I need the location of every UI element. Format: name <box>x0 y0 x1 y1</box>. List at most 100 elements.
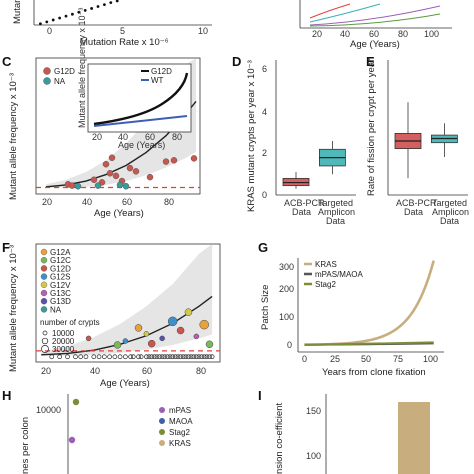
panel-c-label: C <box>2 54 12 69</box>
panel-a-xtick-5: 5 <box>120 26 125 36</box>
panel-h-point-stag2 <box>72 398 80 406</box>
panel-f-legend-marker-na <box>40 306 48 313</box>
panel-a-point <box>71 12 74 16</box>
panel-f-zero-point <box>83 354 89 360</box>
panel-f-xtick-20: 20 <box>41 366 51 376</box>
panel-f-point <box>184 308 193 316</box>
panel-c-xtick-40: 40 <box>82 197 92 207</box>
panel-h-legend-stag2-marker <box>159 429 165 435</box>
panel-f-point <box>122 338 129 344</box>
panel-d-category-acb: ACB-PCR Data <box>284 198 325 217</box>
panel-f-zero-points <box>49 354 215 360</box>
panel-f-xtick-60: 60 <box>142 366 152 376</box>
panel-f-legend-g12a: G12A <box>50 248 71 257</box>
panel-f-legend-marker-g12a <box>40 248 48 256</box>
panel-f-legend-marker-g12v <box>40 281 48 288</box>
panel-f-legend-g12s: G12S <box>50 273 70 282</box>
panel-f-legend-size-marker <box>41 337 49 345</box>
panel-a-ylabel: Mutant <box>12 0 23 24</box>
panel-f-zero-point <box>199 354 204 360</box>
panel-g-legend-stag2: Stag2 <box>315 280 336 289</box>
panel-d: D KRAS mutant crypts per year x 10⁻³ 0 2… <box>232 54 356 226</box>
panel-h-legend-stag2: Stag2 <box>169 428 190 437</box>
panel-c-point <box>132 168 140 175</box>
panel-f-zero-point <box>151 354 157 360</box>
panel-a: 0 5 10 Mutation Rate x 10⁻⁶ Mutant <box>12 0 212 48</box>
panel-i-ytick-150: 150 <box>306 406 321 416</box>
panel-e-category-acb: ACB-PCR Data <box>396 198 437 217</box>
panel-b-xtick-100: 100 <box>424 29 439 39</box>
panel-i-ylabel: nsion co-efficient <box>274 403 285 474</box>
panel-f-zero-point <box>209 354 215 360</box>
panel-g-line-stag2 <box>304 341 434 346</box>
panel-f-legend-g12c: G12C <box>50 256 71 265</box>
panel-f-point <box>143 331 150 337</box>
panel-a-point <box>103 3 106 6</box>
panel-f-legend-marker-g12c <box>40 257 48 264</box>
panel-i-ytick-100: 100 <box>306 451 321 461</box>
panel-f-xlabel: Age (Years) <box>100 378 150 389</box>
panel-a-point <box>51 18 55 22</box>
panel-c-point <box>122 182 130 190</box>
panel-c-point <box>162 158 170 165</box>
panel-f-legend-size-title: number of crypts <box>40 318 100 327</box>
panel-c-inset: G12D WT 20 40 60 80 Age (Years) Mutant a… <box>77 8 192 150</box>
panel-h-label: H <box>2 388 11 403</box>
panel-f-ylabel: Mutant allele frequency x 10⁻³ <box>8 245 19 372</box>
panel-f-legend-size-marker <box>41 345 49 353</box>
panel-c-point <box>68 182 76 189</box>
panel-d-ylabel: KRAS mutant crypts per year x 10⁻³ <box>246 60 257 212</box>
panel-h-point-mpas <box>68 436 76 444</box>
panel-f-zero-point <box>78 354 84 360</box>
panel-c-point <box>126 164 134 172</box>
panel-e-label: E <box>366 54 375 69</box>
inset-legend-wt: WT <box>151 76 164 85</box>
panel-e-ylabel: Rate of fission per crypt per year <box>366 59 377 196</box>
panel-c-xtick-20: 20 <box>42 197 52 207</box>
panel-f-zero-point <box>172 354 178 360</box>
panel-f-zero-point <box>128 354 133 360</box>
panel-f-point <box>167 316 178 327</box>
panel-c-point <box>74 182 82 190</box>
panel-f-legend-marker-g13d <box>40 298 48 305</box>
panel-f-zero-point <box>112 354 118 360</box>
panel-f-zero-point <box>183 354 189 360</box>
panel-b-xtick-60: 60 <box>369 29 379 39</box>
panel-f-zero-point <box>73 354 78 360</box>
panel-f-zero-point <box>207 354 212 360</box>
panel-c-legend-na: NA <box>54 77 66 86</box>
panel-g-xtick-0: 0 <box>302 354 307 364</box>
panel-a-point <box>39 22 42 26</box>
panel-c-point <box>102 160 110 168</box>
panel-c-point <box>116 181 124 189</box>
panel-g-xtick-50: 50 <box>361 354 371 364</box>
panel-f-zero-point <box>170 354 176 360</box>
panel-f-legend-g13c: G13C <box>50 289 71 298</box>
panel-f-zero-point <box>196 354 202 360</box>
panel-a-points <box>39 0 119 26</box>
panel-a-xtick-10: 10 <box>198 26 208 36</box>
panel-c-point <box>170 157 178 164</box>
inset-xtick-80: 80 <box>172 132 182 142</box>
panel-c-point <box>90 176 98 184</box>
panel-c-point <box>108 154 116 161</box>
panel-c-ci-band <box>46 58 196 188</box>
panel-f-xtick-40: 40 <box>90 366 100 376</box>
panel-f-point <box>193 333 200 340</box>
panel-a-point <box>64 14 68 18</box>
panel-g-ytick-300: 300 <box>279 262 294 272</box>
panel-f-zero-point <box>180 354 186 360</box>
panel-i-bar-kras <box>398 402 430 474</box>
panel-f-zero-point <box>149 354 155 360</box>
panel-f-legend-g12d: G12D <box>50 264 71 273</box>
inset-wt-line <box>93 115 188 127</box>
panel-e: E Rate of fission per crypt per year ACB… <box>366 54 469 226</box>
panel-c-legend-g12d: G12D <box>54 67 75 76</box>
panel-f-zero-point <box>165 354 170 360</box>
panel-f-point <box>134 324 143 332</box>
panel-c: C Mutant allele frequency x 10⁻³ 0 20 40… <box>2 8 201 219</box>
panel-f-point <box>113 341 122 349</box>
panel-f-ci-band <box>41 244 213 356</box>
